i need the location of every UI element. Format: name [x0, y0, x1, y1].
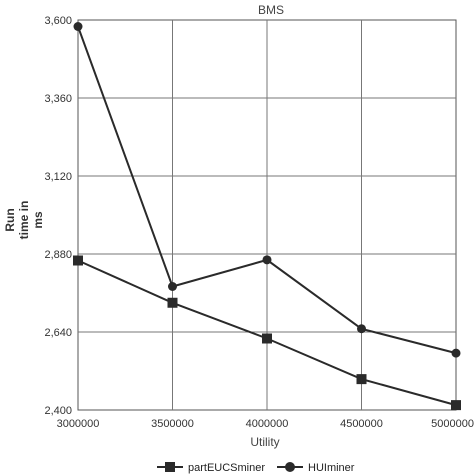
- data-point-partEUCSminer: [451, 400, 461, 411]
- y-tick-label: 3,600: [44, 15, 72, 27]
- plot-grid: [77, 19, 457, 411]
- y-tick-label: 2,880: [44, 249, 72, 261]
- legend-item-HUIminer: HUIminer: [277, 462, 355, 474]
- y-axis-ticks: 2,400 2,640 2,880 3,120 3,360 3,600: [44, 15, 72, 417]
- x-tick-label: 5000000: [431, 418, 474, 430]
- x-axis-ticks: 3000000 3500000 4000000 4500000 5000000: [57, 418, 474, 430]
- legend-label-HUIminer: HUIminer: [308, 462, 355, 474]
- legend-marker-circle: [285, 462, 295, 472]
- y-tick-label: 2,640: [44, 327, 72, 339]
- x-tick-label: 3500000: [151, 418, 194, 430]
- y-tick-label: 3,120: [44, 171, 72, 183]
- data-point-HUIminer: [357, 324, 366, 334]
- legend: partEUCSminer HUIminer: [157, 462, 355, 474]
- data-point-HUIminer: [73, 22, 83, 31]
- y-tick-label: 2,400: [44, 405, 72, 417]
- y-axis-title: Run time in ms: [3, 201, 45, 240]
- chart-title: BMS: [258, 3, 284, 17]
- data-point-partEUCSminer: [167, 297, 178, 308]
- data-point-partEUCSminer: [262, 333, 272, 344]
- data-point-HUIminer: [168, 282, 177, 291]
- y-tick-label: 3,360: [44, 93, 72, 105]
- legend-item-partEUCSminer: partEUCSminer: [157, 462, 265, 474]
- series-partEUCSminer: [73, 255, 461, 411]
- legend-label-partEUCSminer: partEUCSminer: [188, 462, 265, 474]
- x-tick-label: 3000000: [57, 418, 100, 430]
- x-tick-label: 4000000: [246, 418, 289, 430]
- data-point-partEUCSminer: [356, 374, 367, 385]
- y-axis-title-line-1: Run: [3, 208, 17, 231]
- data-point-HUIminer: [451, 348, 461, 358]
- x-tick-label: 4500000: [340, 418, 383, 430]
- y-axis-title-line-3: ms: [31, 211, 45, 229]
- x-axis-title: Utility: [250, 435, 279, 449]
- series-HUIminer: [73, 22, 461, 358]
- series-layer: [73, 22, 461, 411]
- legend-marker-square: [165, 462, 175, 472]
- data-point-partEUCSminer: [73, 255, 83, 266]
- data-point-HUIminer: [262, 255, 272, 265]
- y-axis-title-line-2: time in: [17, 201, 31, 240]
